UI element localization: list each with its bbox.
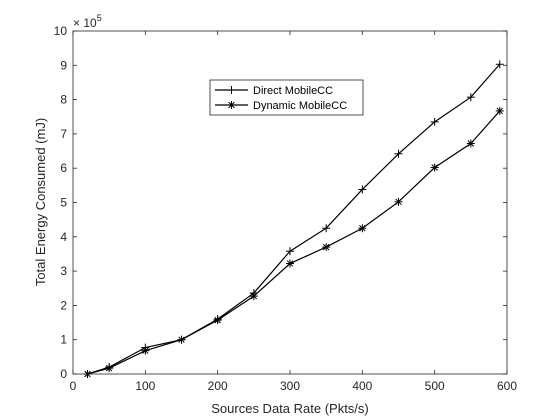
y-tick-label: 5 <box>60 196 67 210</box>
x-axis-label: Sources Data Rate (Pkts/s) <box>211 401 369 416</box>
series-2-point <box>177 335 186 344</box>
legend-marker-1 <box>227 86 236 94</box>
series-2-point <box>394 197 403 206</box>
series-2-point <box>286 259 294 268</box>
series-1-point <box>358 185 367 194</box>
y-tick-label: 10 <box>54 24 68 38</box>
x-tick-label: 200 <box>208 379 228 393</box>
y-axis-multiplier: × 105 <box>73 13 102 30</box>
y-tick-label: 7 <box>60 127 67 141</box>
x-tick-label: 300 <box>280 379 300 393</box>
series-2-point <box>358 224 367 233</box>
x-tick-label: 100 <box>135 379 155 393</box>
series-2-point <box>322 243 331 252</box>
y-tick-label: 4 <box>60 230 67 244</box>
y-tick-label: 1 <box>60 333 67 347</box>
series-1-point <box>466 93 475 102</box>
series-1-point <box>495 60 504 69</box>
y-tick-label: 8 <box>60 93 67 107</box>
legend-label-2: Dynamic MobileCC <box>253 100 347 112</box>
x-tick-label: 400 <box>352 379 372 393</box>
series-2-point <box>466 139 475 148</box>
series-2-point <box>430 163 439 172</box>
series-1-point <box>430 117 439 126</box>
legend-label-1: Direct MobileCC <box>253 85 333 97</box>
y-tick-label: 2 <box>60 298 67 312</box>
y-tick-label: 9 <box>60 58 67 72</box>
y-axis-label: Total Energy Consumed (mJ) <box>33 118 48 286</box>
y-tick-label: 3 <box>60 264 67 278</box>
series-2-point <box>213 316 222 325</box>
series-1-point <box>322 224 331 233</box>
y-tick-label: 0 <box>60 367 67 381</box>
series-2-point <box>141 346 150 355</box>
y-axis-multiplier-base: × 10 <box>73 16 97 30</box>
series-2-point <box>105 364 114 373</box>
series-1-point <box>286 247 294 256</box>
ticks-layer: 0 100 200 300 400 500 600 0 1 2 3 4 5 6 7 8 9 10 <box>54 24 518 393</box>
series-layer <box>83 60 504 378</box>
series-1-point <box>394 149 403 158</box>
series-2-point <box>495 106 504 115</box>
legend: Direct MobileCC Dynamic MobileCC <box>209 79 364 116</box>
series-2-point <box>249 292 258 301</box>
y-tick-label: 6 <box>60 161 67 175</box>
x-tick-label: 600 <box>497 379 517 393</box>
legend-marker-2 <box>227 101 236 109</box>
x-tick-label: 500 <box>425 379 445 393</box>
x-tick-label: 0 <box>70 379 77 393</box>
legend-box <box>209 79 364 116</box>
y-axis-multiplier-exponent: 5 <box>97 13 102 23</box>
